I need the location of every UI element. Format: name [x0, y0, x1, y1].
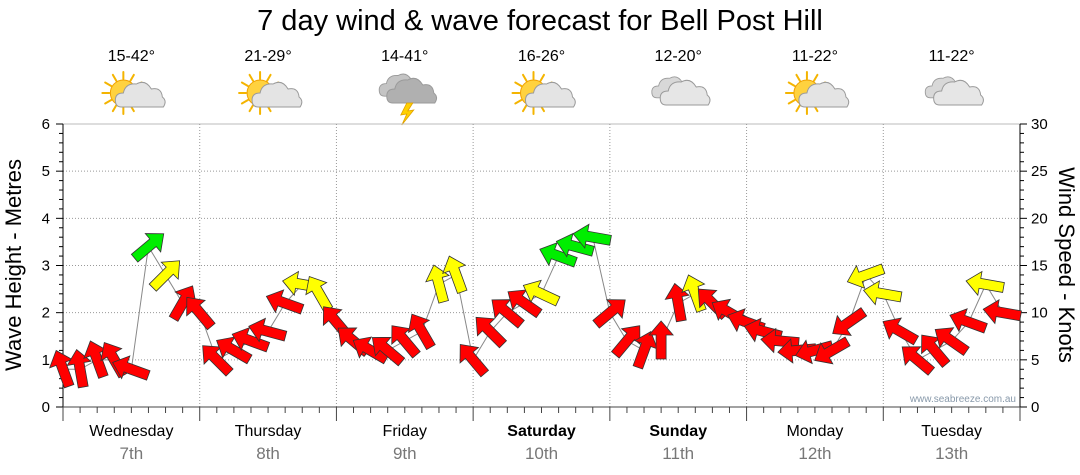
date-label: 13th: [935, 444, 968, 463]
left-tick-label: 3: [42, 258, 50, 275]
temperature-range: 11-22°: [792, 48, 838, 65]
day-label: Sunday: [649, 423, 707, 440]
temperature-range: 15-42°: [108, 48, 155, 65]
watermark: www.seabreeze.com.au: [909, 394, 1016, 405]
wind-arrow: [949, 308, 988, 334]
wind-arrow: [248, 317, 288, 343]
right-tick-label: 30: [1031, 116, 1048, 133]
wind-arrow: [882, 317, 920, 346]
wind-arrow: [592, 299, 626, 329]
wind-arrow: [231, 326, 271, 353]
sun-cloud-icon: [101, 71, 166, 115]
day-label: Thursday: [235, 423, 302, 440]
wind-arrow: [610, 325, 641, 359]
storm-cloud-icon: [378, 73, 438, 126]
temperature-range: 16-26°: [518, 48, 565, 65]
wind-arrow: [407, 313, 436, 351]
wind-arrow: [664, 282, 690, 323]
temperature-range: 14-41°: [381, 48, 428, 65]
wind-arrow: [982, 299, 1022, 325]
date-label: 7th: [120, 444, 144, 463]
wind-arrow: [965, 270, 1005, 297]
wind-arrow: [425, 264, 450, 304]
wind-arrow: [846, 263, 886, 289]
wind-arrow: [794, 339, 835, 365]
chart-title: 7 day wind & wave forecast for Bell Post…: [257, 5, 823, 37]
right-tick-label: 5: [1031, 352, 1039, 369]
day-label: Wednesday: [89, 423, 173, 440]
left-tick-label: 1: [42, 352, 50, 369]
wind-arrow: [216, 336, 253, 365]
wind-arrow: [862, 280, 903, 306]
left-tick-label: 0: [42, 399, 50, 416]
wind-arrow: [371, 336, 406, 367]
wind-arrow: [48, 349, 75, 389]
cloud-icon: [924, 76, 984, 106]
sun-cloud-icon: [238, 71, 303, 115]
wind-arrow: [66, 348, 92, 389]
date-label: 8th: [256, 444, 280, 463]
wind-arrow: [832, 307, 868, 336]
temperature-range: 21-29°: [244, 48, 291, 65]
wind-arrow: [459, 344, 490, 378]
left-axis-title: Wave Height - Metres: [1, 159, 26, 371]
temperature-range: 12-20°: [655, 48, 702, 65]
right-tick-label: 25: [1031, 163, 1048, 180]
wind-arrow: [148, 260, 181, 292]
wind-arrow: [539, 242, 578, 268]
left-tick-label: 5: [42, 163, 50, 180]
wind-arrow: [507, 289, 543, 319]
right-axis-title: Wind Speed - Knots: [1054, 167, 1079, 363]
wind-arrow: [555, 232, 595, 258]
wind-arrow: [632, 331, 659, 370]
wind-arrow: [391, 325, 421, 359]
wind-arrow: [475, 316, 508, 349]
day-label: Tuesday: [921, 423, 982, 440]
wind-arrow: [522, 279, 561, 307]
day-label: Saturday: [507, 423, 576, 440]
right-tick-label: 20: [1031, 210, 1048, 227]
wind-arrow: [186, 296, 216, 331]
left-tick-label: 6: [42, 116, 50, 133]
temperature-range: 11-22°: [929, 48, 975, 65]
wind-arrow: [112, 355, 151, 381]
sun-cloud-icon: [784, 71, 850, 115]
wind-arrow: [901, 346, 936, 376]
wind-arrow: [648, 320, 674, 360]
left-tick-label: 2: [42, 305, 50, 322]
date-label: 10th: [525, 444, 558, 463]
wind-arrow: [265, 289, 305, 315]
wind-arrow: [921, 334, 951, 368]
wind-arrow: [168, 285, 197, 322]
date-label: 9th: [393, 444, 417, 463]
wind-arrow: [814, 336, 851, 365]
day-label: Monday: [786, 423, 843, 440]
sun-cloud-icon: [511, 71, 576, 115]
day-label: Friday: [383, 423, 427, 440]
wind-arrow: [491, 299, 525, 329]
right-tick-label: 15: [1031, 258, 1048, 275]
wind-arrow: [305, 275, 334, 313]
date-label: 11th: [662, 444, 694, 463]
right-tick-label: 10: [1031, 305, 1048, 322]
cloud-icon: [651, 76, 711, 106]
wind-arrow: [83, 340, 109, 379]
date-label: 12th: [798, 444, 831, 463]
right-tick-label: 0: [1031, 399, 1039, 416]
left-tick-label: 4: [42, 210, 50, 227]
wind-arrow: [442, 255, 468, 295]
wind-arrow: [202, 345, 234, 377]
wind-arrow: [934, 327, 970, 356]
wind-arrow: [572, 223, 612, 249]
wind-arrow: [130, 233, 165, 263]
